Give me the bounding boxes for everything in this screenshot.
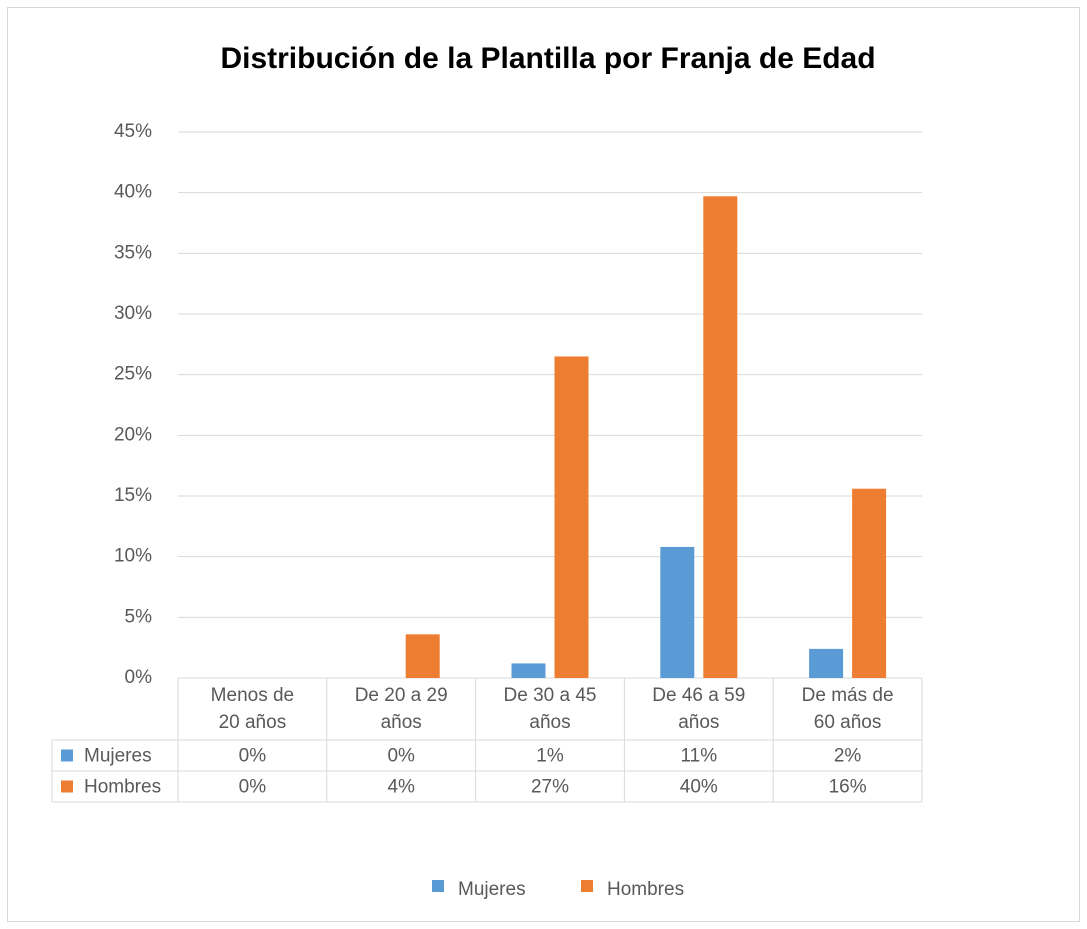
bar [852,488,887,678]
table-value: 27% [531,777,569,798]
y-tick-label: 0% [125,667,153,688]
legend-label: Hombres [607,879,684,900]
bar [511,663,546,678]
x-tick-label: Menos de 20 años [210,685,295,733]
x-tick-label: De 20 a 29 años [354,685,448,733]
bar [660,546,695,678]
bar [703,196,738,678]
legend-key [432,880,444,892]
table-value: 0% [239,746,267,767]
y-tick-label: 5% [125,606,153,627]
y-tick-label: 30% [114,303,152,324]
table-value: 0% [387,746,415,767]
legend-key [581,880,593,892]
y-tick-label: 35% [114,242,152,263]
chart-title: Distribución de la Plantilla por Franja … [220,42,875,75]
table-series-name: Hombres [84,777,161,798]
table-value: 11% [680,746,717,767]
table-series-name: Mujeres [84,746,152,767]
table-legend-key [61,749,73,762]
bar [809,648,844,678]
y-tick-label: 40% [114,182,152,203]
y-tick-label: 45% [114,121,152,142]
table-value: 0% [239,777,267,798]
legend-label: Mujeres [458,879,526,900]
y-tick-label: 15% [114,485,152,506]
table-value: 40% [680,777,718,798]
chart-border [7,7,1080,922]
table-value: 2% [834,746,862,767]
y-tick-label: 10% [114,546,152,567]
table-value: 4% [387,777,415,798]
bar [554,356,589,678]
table-value: 16% [829,777,867,798]
y-tick-label: 25% [114,364,152,385]
x-tick-label: De 30 a 45 años [503,685,597,733]
y-tick-label: 20% [114,424,152,445]
table-value: 1% [536,746,564,767]
x-tick-label: De 46 a 59 años [652,685,746,733]
x-tick-label: De más de 60 años [801,685,894,733]
table-legend-key [61,780,73,793]
bar [405,634,440,678]
